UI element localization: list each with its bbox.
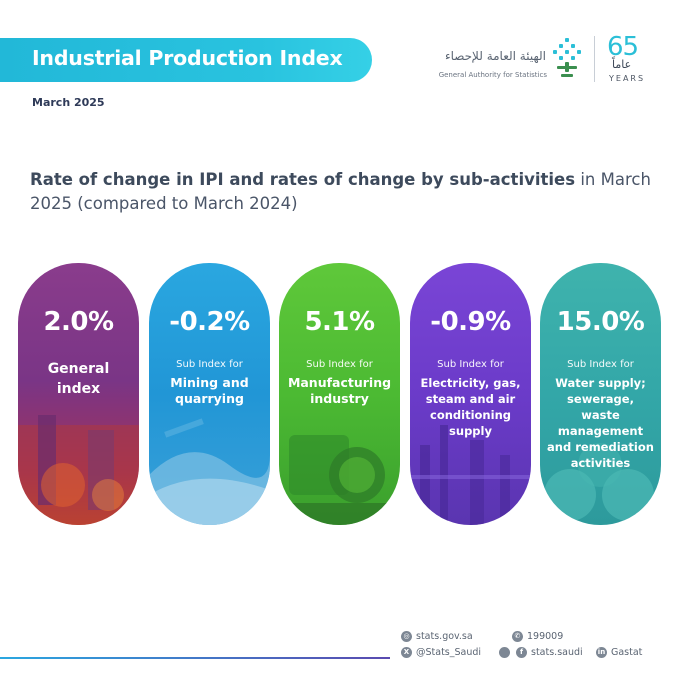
label-general-index: General index (47, 361, 110, 397)
value-water-supply: 15.0% (556, 307, 645, 337)
chart-heading: Rate of change in IPI and rates of chang… (30, 168, 660, 216)
org-name-arabic: الهيئة العامة للإحصاء (444, 49, 546, 63)
value-general-index: 2.0% (43, 307, 114, 337)
footer-facebook[interactable]: f stats.saudi (499, 647, 583, 658)
value-electricity: -0.9% (430, 307, 511, 337)
footer-divider (0, 657, 390, 659)
gravel-scene-image (149, 418, 270, 525)
sublabel-manufacturing: Sub Index for (306, 359, 373, 370)
logo-divider (594, 36, 595, 82)
facebook-icon: f (516, 647, 527, 658)
linkedin-icon: in (596, 647, 607, 658)
org-name-english: General Authority for Statistics (438, 71, 547, 79)
sublabel-water-supply: Sub Index for (567, 359, 634, 370)
page-title: Industrial Production Index (32, 46, 343, 70)
sublabel-mining: Sub Index for (176, 359, 243, 370)
phone-text: 199009 (527, 631, 564, 642)
industrial-scene-image (18, 415, 139, 525)
sublabel-electricity: Sub Index for (437, 359, 504, 370)
footer-linkedin[interactable]: in Gastat (596, 647, 642, 658)
footer-phone[interactable]: ✆ 199009 (512, 631, 563, 642)
pill-manufacturing: 5.1% Sub Index for Manufacturing industr… (279, 263, 400, 525)
refinery-scene-image (410, 425, 531, 525)
pill-water-supply: 15.0% Sub Index for Water supply; sewera… (540, 263, 661, 525)
value-manufacturing: 5.1% (304, 307, 375, 337)
anniversary-years: YEARS (609, 74, 646, 83)
pill-electricity: -0.9% Sub Index for Electricity, gas, st… (410, 263, 531, 525)
pipes-scene-image (544, 443, 654, 521)
phone-icon: ✆ (512, 631, 523, 642)
chart-heading-bold: Rate of change in IPI and rates of chang… (30, 170, 576, 189)
gastat-logo-icon (553, 38, 581, 77)
twitter-text: @Stats_Saudi (416, 647, 482, 658)
pill-mining: -0.2% Sub Index for Mining and quarrying (149, 263, 270, 525)
label-manufacturing: Manufacturing industry (287, 375, 392, 406)
motor-scene-image (279, 435, 400, 525)
label-electricity: Electricity, gas, steam and air conditio… (420, 376, 521, 438)
footer-website[interactable]: ◎ stats.gov.sa (401, 631, 473, 642)
value-mining: -0.2% (169, 307, 250, 337)
x-twitter-icon: X (401, 647, 412, 658)
label-mining: Mining and quarrying (170, 375, 249, 406)
facebook-text: stats.saudi (531, 647, 583, 658)
pill-general-index: 2.0% General index (18, 263, 139, 525)
chart-heading-rest: in March 2025 (compared to March 2024) (30, 170, 651, 213)
title-banner (0, 38, 372, 82)
website-text: stats.gov.sa (416, 631, 473, 642)
anniversary-number: 65 (607, 32, 639, 62)
instagram-icon (499, 647, 510, 658)
globe-icon: ◎ (401, 631, 412, 642)
report-date: March 2025 (32, 96, 105, 109)
footer-twitter[interactable]: X @Stats_Saudi (401, 647, 481, 658)
linkedin-text: Gastat (611, 647, 643, 658)
label-water-supply: Water supply; sewerage, waste management… (547, 376, 654, 470)
anniversary-arabic: عاماً (612, 58, 632, 71)
